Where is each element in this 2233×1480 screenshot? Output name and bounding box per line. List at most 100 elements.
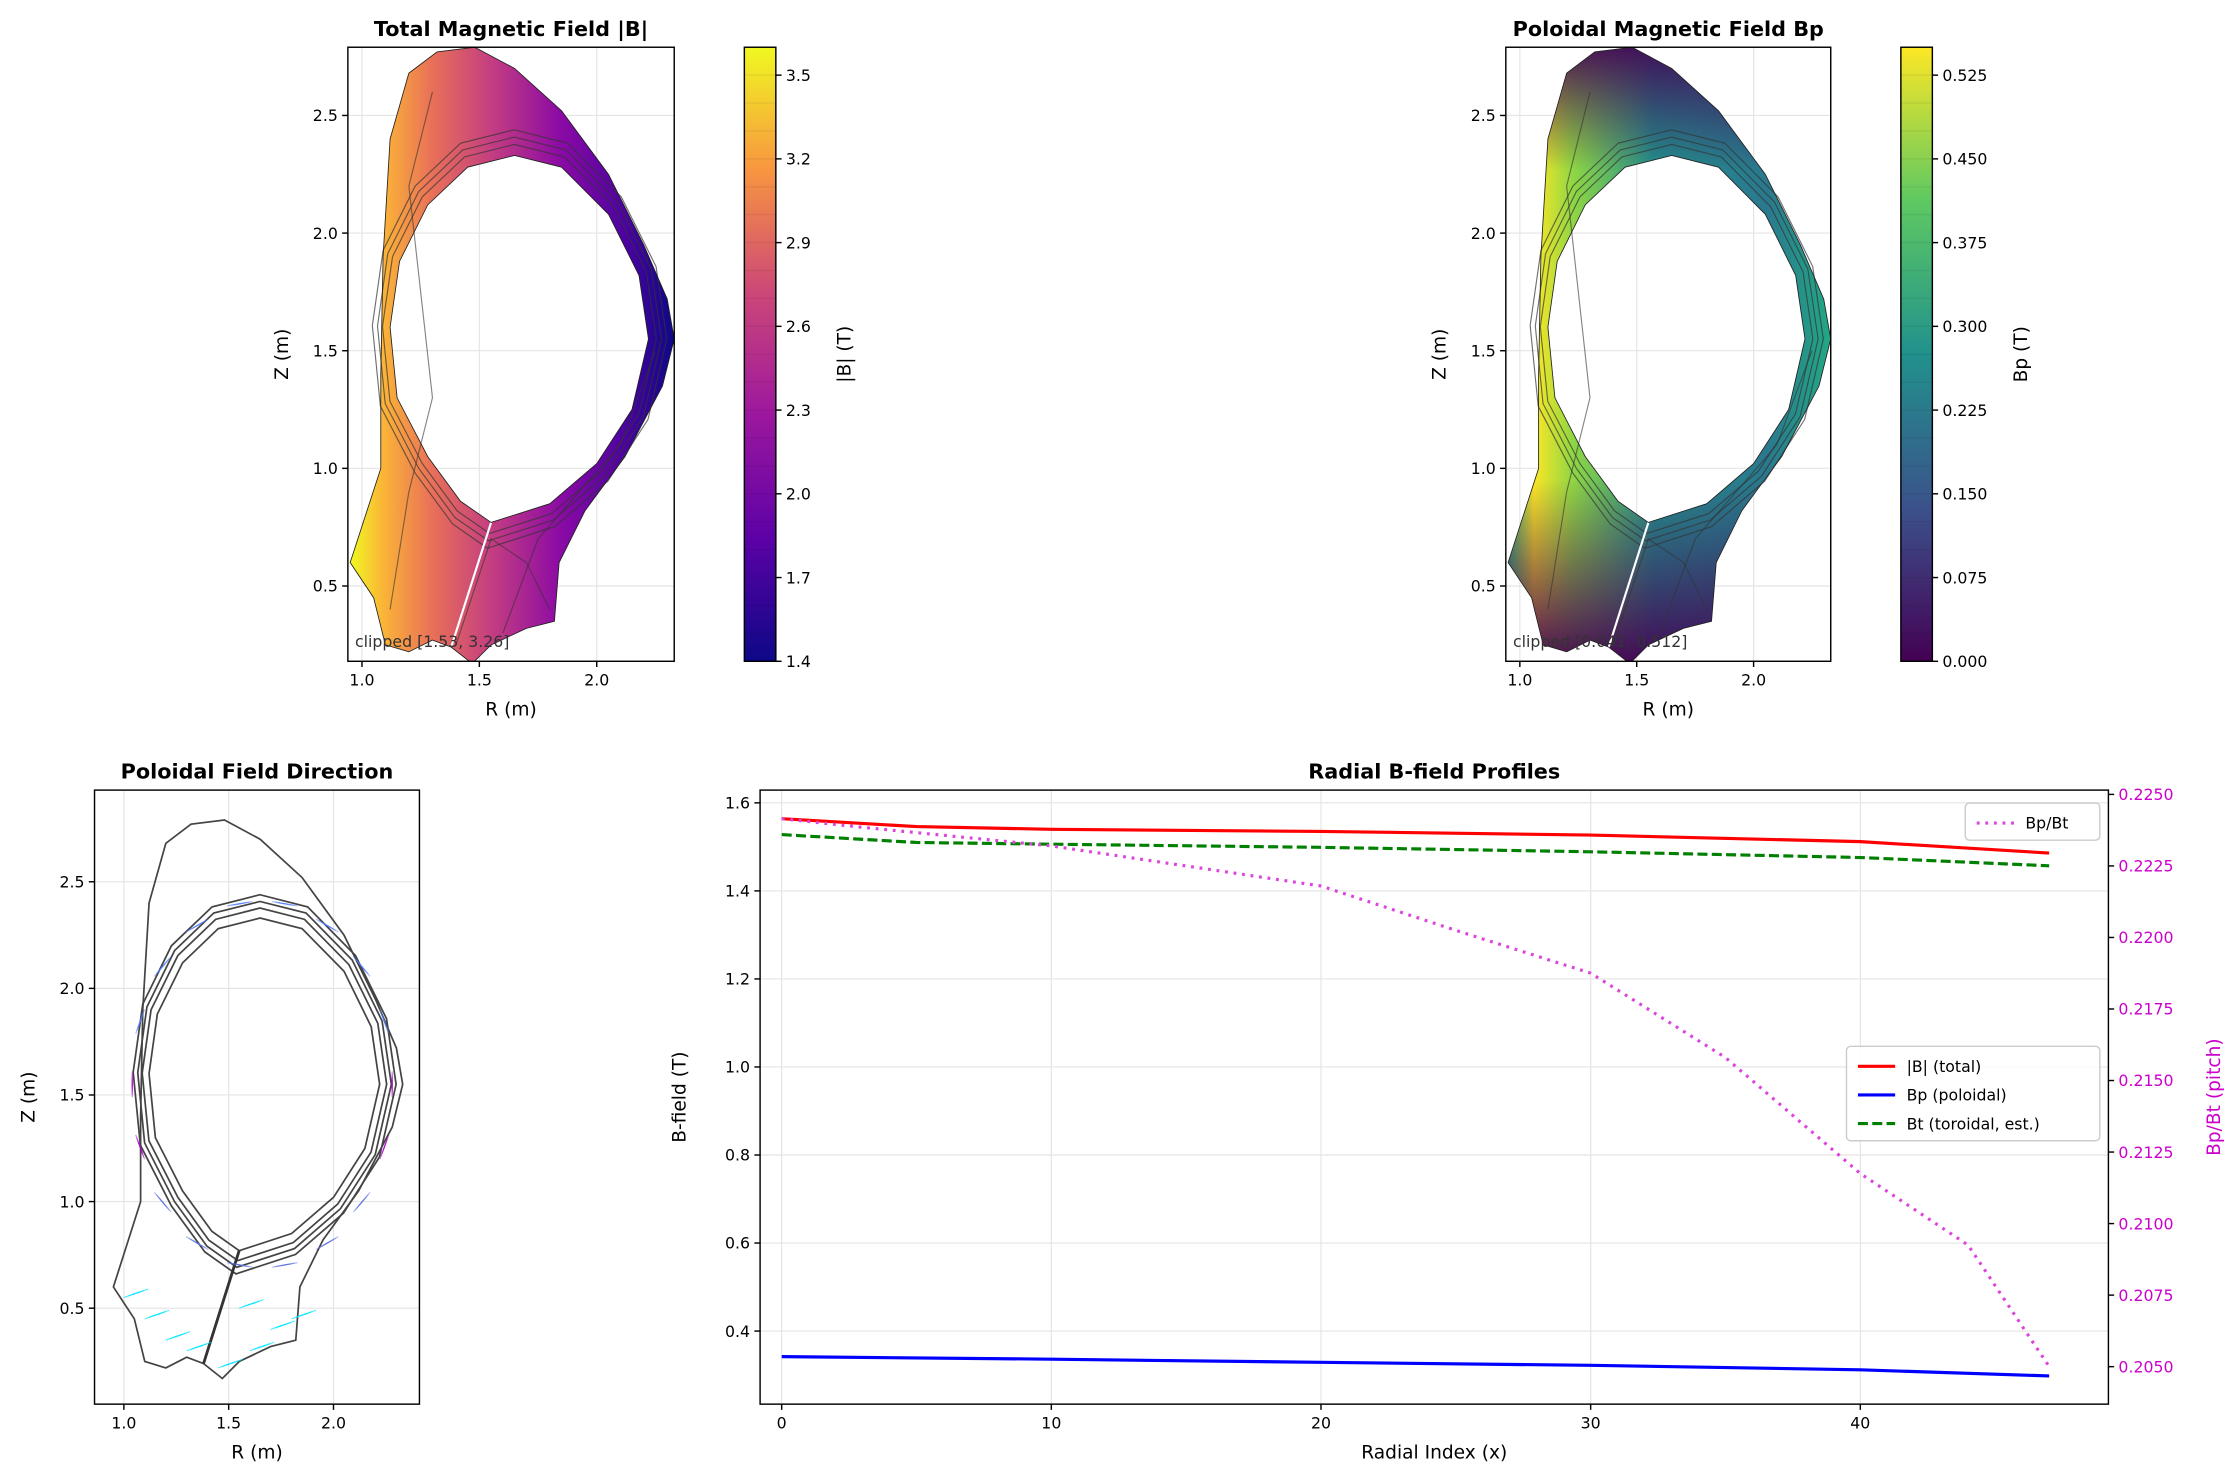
x-tick-label: 40 <box>1850 1413 1870 1432</box>
field-direction-arrow <box>383 1020 390 1034</box>
colorbar-tick-label: 3.5 <box>786 66 811 85</box>
x-tick-label: 1.0 <box>111 1413 136 1432</box>
y-tick-label: 1.4 <box>725 882 750 901</box>
y-tick-label: 2.5 <box>59 873 84 892</box>
flux-contour-line <box>389 91 434 610</box>
colorbar: 1.4 1.7 2.0 2.3 2.6 2.9 3.2 3.5 |B| (T) <box>743 46 855 671</box>
axes-2: 1.0 1.5 2.0 0.5 1.0 1.5 2.0 2.5 Poloidal Field D… <box>18 760 421 1464</box>
colorbar-tick-label: 0.525 <box>1942 66 1987 85</box>
field-direction-arrow <box>199 1341 212 1348</box>
colorbar-tick-label: 0.450 <box>1942 150 1987 169</box>
chart-title: Poloidal Field Direction <box>121 760 394 784</box>
flux-contour-line <box>371 129 668 549</box>
axes-1: 1.0 1.5 2.0 0.5 1.0 1.5 2.0 2.5 Poloidal Magneti… <box>1430 17 2032 721</box>
legend-label: Bp/Bt <box>2025 814 2068 833</box>
axes-frame <box>347 46 675 662</box>
y2-tick-label: 0.2175 <box>2118 1000 2173 1019</box>
y-tick-label: 1.0 <box>1471 459 1496 478</box>
separatrix-leg <box>450 522 493 648</box>
flux-contour-line <box>376 136 663 542</box>
flux-boundary-line <box>112 819 404 1380</box>
y-tick-label: 2.5 <box>1471 106 1496 125</box>
colorbar-gradient <box>743 46 777 662</box>
colorbar-tick-label: 2.3 <box>786 401 811 420</box>
x-tick-label: 1.0 <box>1507 671 1532 690</box>
colorbar-label: |B| (T) <box>834 326 855 383</box>
y2-tick-label: 0.2125 <box>2118 1143 2173 1162</box>
colorbar-tick-label: 0.375 <box>1942 233 1987 252</box>
y2-tick-label: 0.2075 <box>2118 1286 2173 1305</box>
clipped-range-annotation: clipped [1.53, 3.26] <box>355 632 509 651</box>
axes-frame-group: 1.0 1.5 2.0 0.5 1.0 1.5 2.0 2.5 Poloidal Field D… <box>18 760 421 1464</box>
plot-area <box>112 819 404 1380</box>
axes-frame-group: 1.0 1.5 2.0 0.5 1.0 1.5 2.0 2.5 Total Magnetic F… <box>272 17 675 721</box>
y-tick-label: 1.2 <box>725 970 750 989</box>
x-tick-label: 1.5 <box>467 671 492 690</box>
separatrix-leg <box>1607 522 1650 648</box>
x-tick-label: 1.5 <box>216 1413 241 1432</box>
y-tick-label: 0.5 <box>313 577 338 596</box>
y-tick-label: 2.0 <box>59 979 84 998</box>
colorbar-tick-label: 3.2 <box>786 150 811 169</box>
x-axis-label: R (m) <box>1643 700 1694 721</box>
x-tick-label: 10 <box>1041 1413 1061 1432</box>
field-direction-arrow <box>161 956 172 968</box>
flux-boundary-line <box>148 917 381 1252</box>
colorbar-label: Bp (T) <box>2011 326 2032 382</box>
clipped-range-annotation: clipped [0.041, 0.512] <box>1513 632 1687 651</box>
contour-field <box>349 47 675 662</box>
y2-tick-label: 0.2050 <box>2118 1357 2173 1376</box>
plot-area <box>1507 47 1831 662</box>
y2-tick-label: 0.2225 <box>2118 857 2173 876</box>
field-direction-arrow <box>315 1241 329 1251</box>
flux-contour-line <box>136 900 393 1269</box>
y-tick-label: 1.6 <box>725 794 750 813</box>
axes-frame <box>93 789 421 1405</box>
y-tick-label: 1.0 <box>59 1192 84 1211</box>
x-tick-label: 1.5 <box>1624 671 1649 690</box>
field-direction-arrow <box>283 902 298 907</box>
field-direction-arrow <box>230 1358 243 1365</box>
y-tick-label: 1.0 <box>725 1058 750 1077</box>
flux-contour-line <box>141 907 388 1262</box>
y-tick-label: 2.0 <box>1471 224 1496 243</box>
y-axis-label: B-field (T) <box>670 1051 691 1142</box>
grid <box>760 790 2109 1405</box>
field-direction-arrow <box>262 1341 275 1348</box>
legend-box <box>1964 802 2101 841</box>
field-direction-arrow <box>226 1262 242 1266</box>
flux-contour-line <box>502 350 657 634</box>
colorbar-tick-label: 1.7 <box>786 568 811 587</box>
colorbar-tick-label: 2.6 <box>786 317 811 336</box>
x-axis-label: Radial Index (x) <box>1361 1443 1507 1464</box>
series-line-3 <box>781 817 2051 1368</box>
flux-contour-line <box>381 143 657 535</box>
legend-legend_right: Bp/Bt <box>1964 802 2101 841</box>
series-line-1 <box>781 1355 2050 1378</box>
y-axis-label: Z (m) <box>18 1071 39 1122</box>
field-direction-arrow <box>325 924 339 933</box>
plot-area <box>349 47 675 662</box>
field-direction-arrow <box>178 1331 191 1337</box>
field-direction-arrow <box>304 1309 317 1316</box>
y-tick-label: 2.5 <box>313 106 338 125</box>
colorbar: 0.000 0.075 0.150 0.225 0.300 0.375 0.450 0.525… <box>1900 46 2032 671</box>
colorbar-tick-label: 0.150 <box>1942 485 1987 504</box>
flux-contour-line <box>1529 129 1824 549</box>
legend-label: Bp (poloidal) <box>1907 1086 2007 1105</box>
y-tick-label: 0.5 <box>59 1299 84 1318</box>
chart-title: Total Magnetic Field |B| <box>374 17 648 42</box>
flux-contour-line <box>132 893 397 1275</box>
field-direction-arrow <box>353 1200 364 1213</box>
legend-label: Bt (toroidal, est.) <box>1907 1114 2040 1133</box>
y-tick-label: 1.5 <box>59 1086 84 1105</box>
axes-0: 1.0 1.5 2.0 0.5 1.0 1.5 2.0 2.5 Total Magnetic F… <box>272 17 856 721</box>
field-direction-arrow <box>238 900 253 905</box>
axes-frame-group: 1.0 1.5 2.0 0.5 1.0 1.5 2.0 2.5 Poloidal Magneti… <box>1430 17 1832 721</box>
field-direction-arrow <box>153 1191 165 1204</box>
flux-contour-line <box>1612 538 1708 645</box>
field-direction-arrow <box>136 1288 149 1294</box>
flux-contour-line <box>1539 143 1814 535</box>
y-tick-label: 1.5 <box>313 341 338 360</box>
